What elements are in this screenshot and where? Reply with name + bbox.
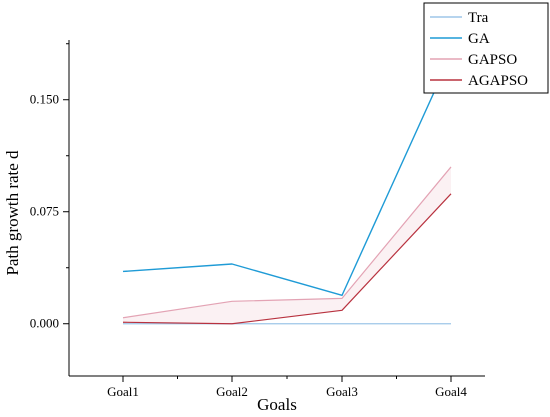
series-line-agapso [122, 193, 452, 325]
legend-box [423, 2, 549, 94]
legend: Tra GA GAPSO AGAPSO [423, 2, 549, 94]
x-tick-label: Goal4 [435, 384, 467, 399]
x-tick-label: Goal3 [326, 384, 358, 399]
legend-label: GA [468, 31, 490, 47]
x-ticks: Goal1 Goal2 Goal3 Goal4 [107, 376, 467, 399]
legend-label: GAPSO [468, 52, 517, 68]
series-line-ga [122, 54, 452, 297]
axes-layer [68, 40, 485, 377]
series-line-gapso [122, 166, 452, 319]
series-layer [122, 54, 452, 325]
x-tick-label: Goal2 [216, 384, 248, 399]
y-axis-title: Path growth rate d [3, 150, 22, 276]
y-tick-label: 0.150 [30, 92, 59, 107]
legend-label: AGAPSO [468, 73, 528, 89]
y-tick-label: 0.000 [30, 316, 59, 331]
x-axis-title: Goals [257, 395, 297, 414]
x-tick-label: Goal1 [107, 384, 139, 399]
legend-label: Tra [468, 10, 489, 26]
y-tick-label: 0.075 [30, 204, 59, 219]
y-ticks: 0.000 0.075 0.150 [30, 43, 69, 331]
